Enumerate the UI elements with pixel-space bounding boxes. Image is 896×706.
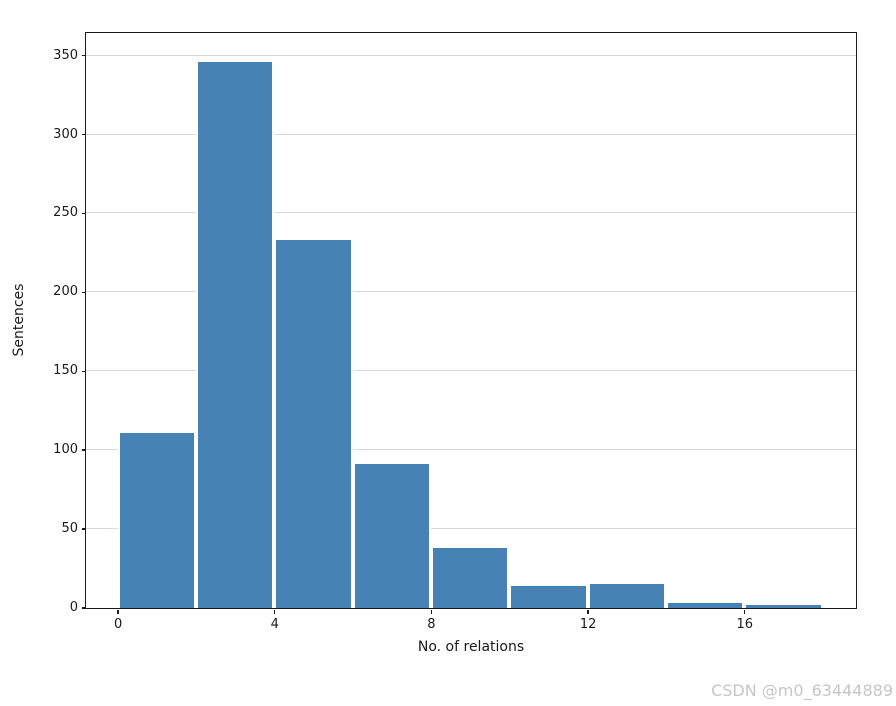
y-tick-mark xyxy=(81,607,86,609)
histogram-bar xyxy=(744,602,823,608)
histogram-bar xyxy=(195,59,275,608)
y-tick-label: 50 xyxy=(61,521,78,537)
y-tick-mark xyxy=(81,449,86,451)
x-tick-mark xyxy=(117,609,119,614)
histogram-bar xyxy=(117,430,196,608)
x-tick-label: 16 xyxy=(736,617,754,632)
x-tick-label: 0 xyxy=(113,617,123,632)
y-tick-mark xyxy=(81,291,86,294)
y-tick-mark xyxy=(81,212,86,215)
x-axis-label: No. of relations xyxy=(417,639,525,655)
histogram-bar xyxy=(430,545,510,608)
x-tick-mark xyxy=(274,609,276,614)
histogram-bar xyxy=(665,601,745,608)
y-gridline xyxy=(85,291,856,293)
y-tick-mark xyxy=(81,528,86,530)
histogram-bar xyxy=(352,462,431,608)
y-tick-label: 150 xyxy=(53,363,78,379)
histogram-bar xyxy=(587,582,666,608)
y-tick-mark xyxy=(81,133,86,136)
x-tick-mark xyxy=(744,609,746,614)
watermark: CSDN @m0_63444889 xyxy=(711,681,893,700)
y-gridline xyxy=(85,54,856,56)
y-tick-label: 300 xyxy=(53,126,78,142)
y-gridline xyxy=(85,528,856,530)
y-gridline xyxy=(85,133,856,135)
y-tick-mark xyxy=(81,54,86,57)
y-tick-label: 250 xyxy=(53,205,78,221)
histogram-bar xyxy=(509,583,588,608)
y-tick-mark xyxy=(81,370,86,372)
x-tick-label: 12 xyxy=(579,617,597,632)
x-tick-label: 8 xyxy=(427,617,436,632)
y-tick-label: 350 xyxy=(53,47,78,63)
y-axis-label: Sentences xyxy=(11,283,27,357)
x-tick-label: 4 xyxy=(270,617,279,632)
y-gridline xyxy=(85,449,856,451)
y-tick-label: 100 xyxy=(53,442,78,458)
histogram-bar xyxy=(274,238,353,608)
y-gridline xyxy=(85,370,856,372)
y-gridline xyxy=(85,212,856,214)
x-tick-mark xyxy=(587,609,589,614)
plot-area xyxy=(84,31,857,609)
y-tick-label: 0 xyxy=(69,600,78,615)
y-tick-label: 200 xyxy=(53,284,78,300)
x-tick-mark xyxy=(430,609,433,614)
